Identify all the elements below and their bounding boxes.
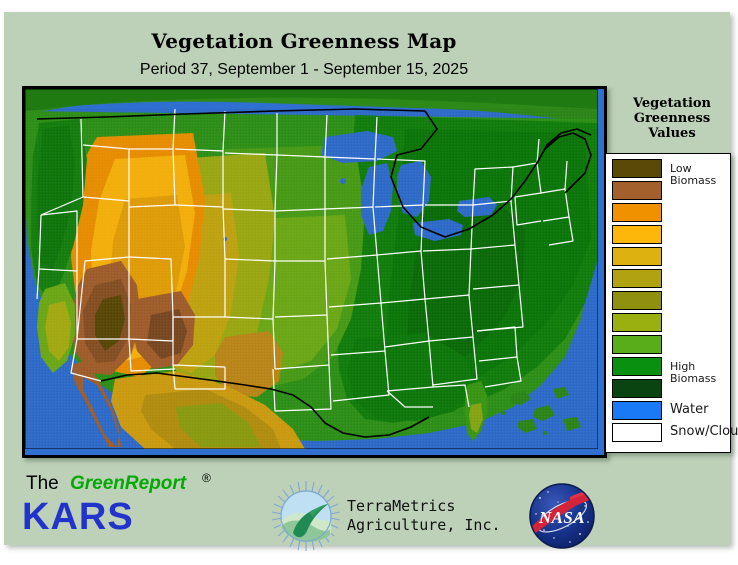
legend-label-12: Water bbox=[670, 402, 709, 417]
legend-row bbox=[612, 224, 728, 246]
legend-swatch-1 bbox=[612, 159, 662, 178]
report-panel: Vegetation Greenness Map Period 37, Sept… bbox=[4, 12, 738, 551]
legend-row bbox=[612, 202, 728, 224]
legend-swatch-4 bbox=[612, 225, 662, 244]
page-subtitle: Period 37, September 1 - September 15, 2… bbox=[139, 61, 469, 78]
legend-swatch-7 bbox=[612, 291, 662, 310]
legend-title-line1: Vegetation bbox=[632, 96, 712, 111]
legend-swatch-12 bbox=[612, 401, 662, 420]
page-title: Vegetation Greenness Map bbox=[151, 29, 457, 53]
legend-swatch-5 bbox=[612, 247, 662, 266]
nasa-wordmark: NASA bbox=[538, 508, 585, 527]
legend-swatch-3 bbox=[612, 203, 662, 222]
legend-swatch-6 bbox=[612, 269, 662, 288]
legend-row bbox=[612, 334, 728, 356]
terrametrics-line1: TerraMetrics bbox=[347, 497, 456, 515]
legend-row bbox=[612, 312, 728, 334]
legend-row: Snow/Clouds bbox=[612, 422, 738, 444]
legend-swatch-2 bbox=[612, 181, 662, 200]
legend-swatch-8 bbox=[612, 313, 662, 332]
registered-trademark-icon: ® bbox=[202, 471, 211, 485]
map-image bbox=[25, 89, 598, 449]
legend-row bbox=[612, 246, 728, 268]
brand-prefix: The bbox=[26, 473, 59, 494]
legend-row bbox=[612, 180, 728, 202]
legend-title-line3: Values bbox=[648, 126, 696, 141]
legend-row bbox=[612, 378, 728, 400]
legend-swatch-10 bbox=[612, 357, 662, 376]
terrametrics-label: TerraMetrics Agriculture, Inc. bbox=[347, 497, 501, 535]
legend-label-13: Snow/Clouds bbox=[670, 424, 738, 439]
legend-label-10: High Biomass bbox=[670, 360, 717, 385]
legend-swatch-11 bbox=[612, 379, 662, 398]
legend-title-line2: Greenness bbox=[633, 111, 711, 126]
legend-row bbox=[612, 290, 728, 312]
legend-swatch-13 bbox=[612, 423, 662, 442]
brand-greenreport: GreenReport bbox=[70, 473, 187, 494]
legend-label-1: Low Biomass bbox=[670, 162, 717, 187]
legend-panel: Low Biomass High Biomass Water Snow/Clouds bbox=[605, 153, 738, 453]
legend-swatch-list: Low Biomass High Biomass Water Snow/Clouds bbox=[606, 154, 738, 452]
legend-row bbox=[612, 268, 728, 290]
legend-swatch-9 bbox=[612, 335, 662, 354]
state-boundaries bbox=[36, 108, 574, 412]
brand-kars: KARS bbox=[22, 496, 134, 538]
legend-title: Vegetation Greenness Values bbox=[605, 96, 738, 141]
terrametrics-logo-icon bbox=[271, 481, 341, 551]
nasa-logo-icon: NASA bbox=[529, 483, 595, 549]
legend-row: Water bbox=[612, 400, 728, 422]
terrametrics-line2: Agriculture, Inc. bbox=[347, 516, 501, 534]
legend-row: Low Biomass bbox=[612, 158, 728, 187]
country-boundaries bbox=[36, 108, 592, 438]
legend-row: High Biomass bbox=[612, 356, 728, 385]
vegetation-map[interactable] bbox=[22, 86, 607, 458]
